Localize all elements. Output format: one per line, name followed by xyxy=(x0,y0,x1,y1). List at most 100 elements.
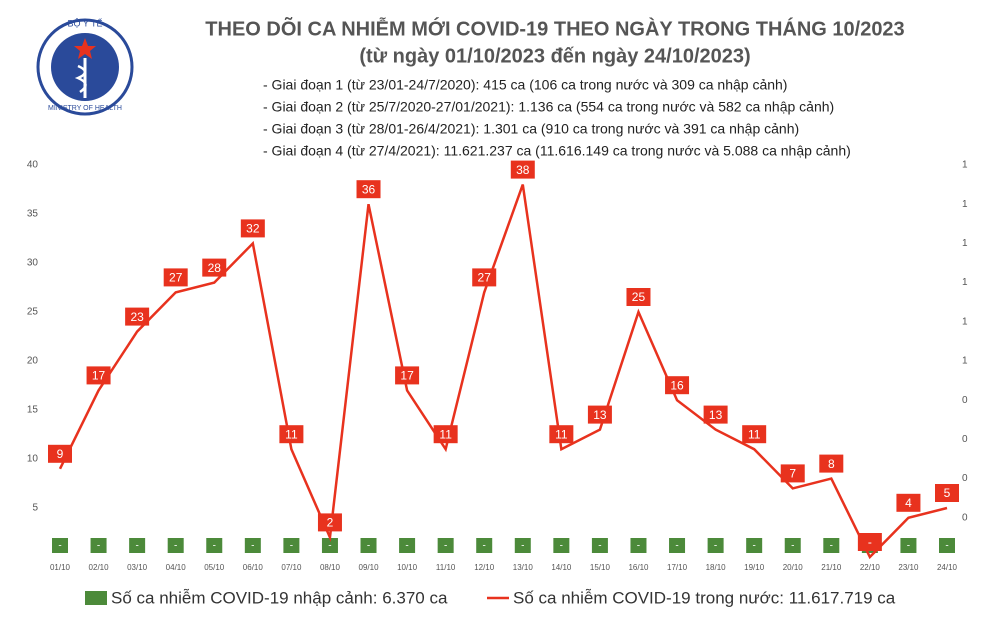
logo-bottom: MINISTRY OF HEALTH xyxy=(48,105,122,112)
data-label-box xyxy=(857,533,882,551)
x-tick-label: 14/10 xyxy=(551,563,572,572)
y2-tick-label: 0 xyxy=(962,512,968,523)
data-label-box xyxy=(125,307,150,326)
data-label-box xyxy=(819,454,844,473)
data-label-box xyxy=(283,538,300,553)
legend-label: Số ca nhiễm COVID-19 trong nước: 11.617.… xyxy=(513,588,896,607)
x-tick-label: 23/10 xyxy=(898,563,919,572)
data-label-box xyxy=(549,425,574,444)
data-label-box xyxy=(129,538,146,553)
y-tick-label: 25 xyxy=(27,307,39,318)
data-label: 23 xyxy=(130,310,144,324)
chart-title: THEO DÕI CA NHIỄM MỚI COVID-19 THEO NGÀY… xyxy=(205,16,904,40)
line xyxy=(58,184,948,560)
data-label-box xyxy=(244,538,261,553)
x-tick-label: 04/10 xyxy=(166,563,187,572)
data-label: - xyxy=(560,541,563,552)
x-tick-label: 11/10 xyxy=(436,563,456,572)
data-label-box xyxy=(167,538,184,553)
data-label: 32 xyxy=(246,222,260,236)
x-tick-label: 19/10 xyxy=(744,563,765,572)
data-label-box xyxy=(240,219,265,238)
x-tick-label: 12/10 xyxy=(474,563,495,572)
data-label-box xyxy=(437,538,454,553)
x-tick-label: 05/10 xyxy=(204,563,225,572)
data-label: - xyxy=(58,541,61,552)
data-label: - xyxy=(868,535,872,549)
data-label: 17 xyxy=(92,369,106,383)
x-tick-label: 09/10 xyxy=(359,563,380,572)
data-label: 27 xyxy=(169,271,183,285)
logo-star xyxy=(74,38,96,59)
data-label: - xyxy=(907,541,910,552)
data-label: 5 xyxy=(944,486,951,500)
data-label: 13 xyxy=(593,408,607,422)
y2-tick-label: 1 xyxy=(962,238,968,249)
legend-label: Số ca nhiễm COVID-19 nhập cảnh: 6.370 ca xyxy=(111,588,448,607)
data-label-box xyxy=(52,538,68,553)
note: - Giai đoạn 4 (từ 27/4/2021): 11.621.237… xyxy=(263,143,851,159)
data-label-box xyxy=(587,405,612,424)
data-label-box xyxy=(163,268,188,287)
x-tick-label: 17/10 xyxy=(667,563,688,572)
x-tick-label: 18/10 xyxy=(706,563,727,572)
x-tick-label: 03/10 xyxy=(127,563,148,572)
data-label: 11 xyxy=(555,427,568,441)
x-tick-label: 15/10 xyxy=(590,563,611,572)
data-label-box xyxy=(399,538,416,553)
data-label: - xyxy=(637,541,640,552)
data-label: - xyxy=(174,541,177,552)
data-label: 25 xyxy=(632,290,646,304)
data-label-box xyxy=(202,258,227,277)
y-tick-label: 35 xyxy=(27,209,39,220)
data-label-box xyxy=(935,484,959,502)
x-tick-label: 01/10 xyxy=(50,563,71,572)
x-tick-label: 02/10 xyxy=(89,563,110,572)
data-label-box xyxy=(742,425,767,444)
data-label-box xyxy=(90,538,107,553)
data-label-box xyxy=(433,425,458,444)
x-tick-label: 21/10 xyxy=(821,563,842,572)
data-label-box xyxy=(86,366,111,385)
data-label: 8 xyxy=(828,457,835,471)
data-label: 27 xyxy=(478,271,492,285)
data-label: - xyxy=(714,541,717,552)
x-tick-label: 10/10 xyxy=(397,563,418,572)
data-label: 11 xyxy=(439,427,452,441)
data-label-box xyxy=(665,376,690,395)
note: - Giai đoạn 3 (từ 28/01-26/4/2021): 1.30… xyxy=(263,121,799,137)
y2-tick-label: 1 xyxy=(962,199,968,210)
data-label: - xyxy=(675,541,678,552)
logo-snake xyxy=(74,64,87,94)
x-tick-label: 07/10 xyxy=(281,563,302,572)
y-tick-label: 10 xyxy=(27,454,39,465)
data-label-box xyxy=(356,180,381,199)
x-tick-label: 24/10 xyxy=(937,563,958,572)
data-label-box xyxy=(472,268,497,287)
note: - Giai đoạn 1 (từ 23/01-24/7/2020): 415 … xyxy=(263,77,787,93)
data-label: - xyxy=(444,541,447,552)
note: - Giai đoạn 2 (từ 25/7/2020-27/01/2021):… xyxy=(263,99,834,115)
data-label-box xyxy=(317,513,342,532)
data-label: 7 xyxy=(789,467,796,481)
data-label: - xyxy=(598,541,601,552)
data-label: - xyxy=(290,541,293,552)
data-label: 2 xyxy=(327,516,334,530)
data-label: - xyxy=(328,541,331,552)
data-label-box xyxy=(591,538,608,553)
data-label: - xyxy=(135,541,138,552)
data-label-box xyxy=(279,425,304,444)
y-tick-label: 40 xyxy=(27,160,39,171)
data-label-box xyxy=(510,160,535,179)
data-label: 13 xyxy=(709,408,723,422)
data-label: 11 xyxy=(285,427,298,441)
data-label-box xyxy=(360,538,377,553)
y2-tick-label: 1 xyxy=(962,356,968,367)
data-label-box xyxy=(514,538,531,553)
data-label: 9 xyxy=(57,447,64,461)
x-tick-label: 22/10 xyxy=(860,563,881,572)
data-label-box xyxy=(707,538,724,553)
y-tick-label: 30 xyxy=(27,258,39,269)
x-tick-label: 13/10 xyxy=(513,563,534,572)
data-label-box xyxy=(669,538,686,553)
